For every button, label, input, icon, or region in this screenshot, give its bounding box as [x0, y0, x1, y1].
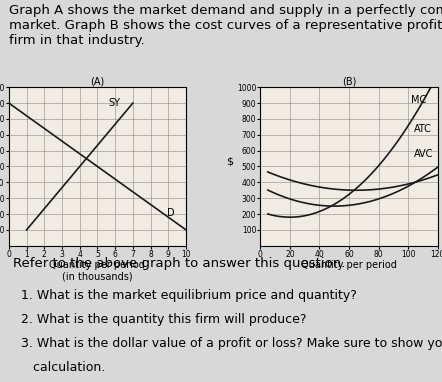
Text: ATC: ATC	[414, 124, 432, 134]
Text: 3. What is the dollar value of a profit or loss? Make sure to show your: 3. What is the dollar value of a profit …	[13, 337, 442, 350]
Text: 1. What is the market equilibrium price and quantity?: 1. What is the market equilibrium price …	[13, 289, 357, 302]
Text: D: D	[167, 209, 174, 219]
Title: (A): (A)	[90, 76, 105, 86]
Text: 2. What is the quantity this firm will produce?: 2. What is the quantity this firm will p…	[13, 313, 307, 326]
Text: Refer to the above graph to answer this question.: Refer to the above graph to answer this …	[13, 257, 346, 270]
Title: (B): (B)	[342, 76, 356, 86]
Text: calculation.: calculation.	[13, 361, 105, 374]
Text: Graph A shows the market demand and supply in a perfectly competitive
market. Gr: Graph A shows the market demand and supp…	[9, 4, 442, 47]
Text: SY: SY	[108, 98, 120, 108]
X-axis label: Quantity per period: Quantity per period	[301, 260, 397, 270]
Text: AVC: AVC	[414, 149, 433, 159]
Text: MC: MC	[411, 95, 426, 105]
Y-axis label: $: $	[226, 157, 233, 167]
X-axis label: Quantity per period
(in thousands): Quantity per period (in thousands)	[50, 260, 145, 282]
